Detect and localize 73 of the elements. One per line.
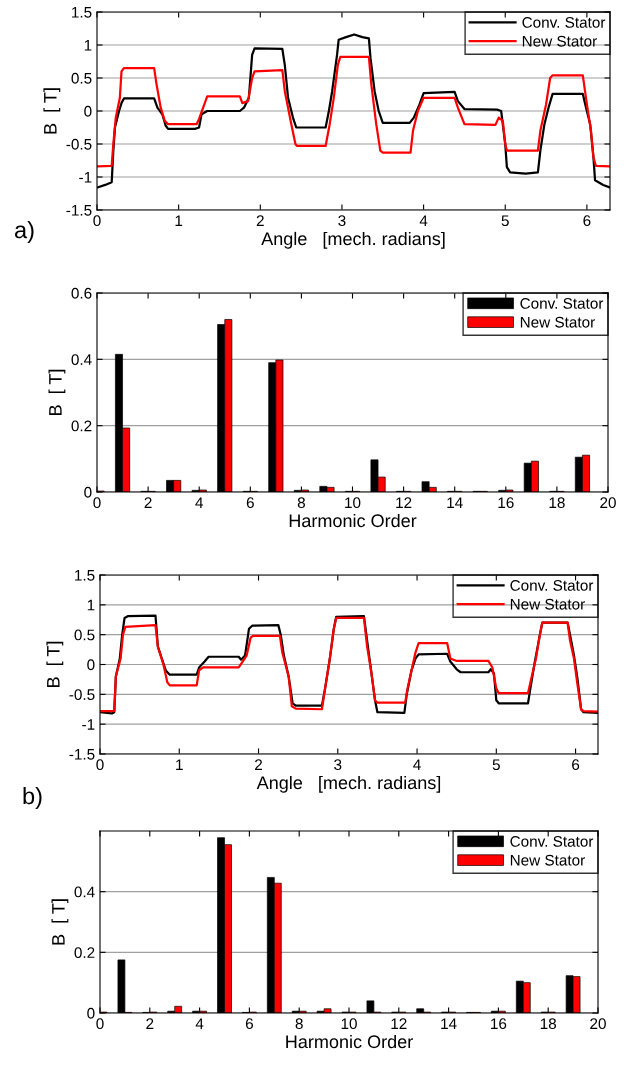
- legend-label: New Stator: [522, 35, 597, 47]
- y-tick-label: 1.5: [75, 570, 95, 581]
- x-tick-label: 4: [195, 497, 203, 508]
- x-tick-label: 3: [334, 759, 342, 771]
- y-tick-label: -0.5: [66, 138, 92, 150]
- x-tick-label: 5: [501, 215, 509, 227]
- x-tick-label: 5: [492, 759, 500, 771]
- x-axis-title: Angle [mech. radians]: [261, 231, 445, 249]
- x-tick-label: 18: [540, 1018, 557, 1030]
- legend-label: Conv. Stator: [510, 835, 594, 847]
- x-tick-label: 1: [176, 759, 183, 770]
- x-tick-label: 14: [447, 497, 463, 508]
- x-tick-label: 2: [146, 1018, 154, 1029]
- legend-label: Conv. Stator: [522, 16, 606, 28]
- y-tick-label: 1.5: [72, 7, 92, 18]
- y-axis-title: B [ T]: [48, 369, 66, 415]
- y-tick-label: 0.4: [74, 886, 95, 898]
- x-tick-label: 16: [498, 497, 514, 509]
- x-tick-label: 4: [195, 1018, 204, 1029]
- y-tick-label: 0: [84, 486, 92, 498]
- y-tick-label: 1: [84, 40, 92, 51]
- x-tick-label: 2: [144, 497, 152, 508]
- y-tick-label: 0.5: [71, 72, 92, 84]
- legend-label: New Stator: [520, 316, 595, 328]
- y-axis-title: B [ T]: [43, 88, 61, 134]
- y-tick-label: 0.5: [74, 629, 95, 641]
- x-tick-label: 2: [255, 759, 262, 770]
- x-tick-label: 10: [345, 497, 361, 509]
- y-tick-label: 1: [87, 599, 95, 611]
- y-axis-title: B [ T]: [51, 899, 69, 945]
- y-tick-label: 0: [87, 1007, 95, 1019]
- x-axis-title: Harmonic Order: [286, 1034, 413, 1049]
- legend-label: New Stator: [510, 598, 585, 610]
- x-tick-label: 12: [391, 1018, 407, 1029]
- y-tick-label: 0.4: [71, 354, 92, 366]
- x-tick-label: 4: [413, 759, 421, 770]
- x-tick-label: 0: [96, 759, 104, 771]
- y-tick-label: 0.2: [71, 420, 92, 432]
- y-tick-label: -1: [79, 172, 92, 183]
- y-tick-label: 0: [87, 659, 95, 671]
- x-tick-label: 6: [246, 497, 254, 509]
- y-axis-title: B [ T]: [46, 641, 64, 687]
- y-tick-label: 0.2: [74, 947, 95, 959]
- x-tick-label: 4: [419, 215, 428, 226]
- x-axis-title: Harmonic Order: [289, 513, 417, 528]
- y-tick-label: -0.5: [69, 689, 95, 701]
- x-tick-label: 20: [600, 497, 616, 509]
- x-tick-label: 14: [441, 1018, 457, 1029]
- text: b): [23, 787, 42, 809]
- y-tick-label: -1.5: [66, 205, 92, 216]
- x-tick-label: 3: [338, 215, 346, 227]
- x-tick-label: 6: [245, 1018, 253, 1030]
- x-tick-label: 8: [297, 497, 305, 509]
- legend-label: Conv. Stator: [520, 297, 604, 309]
- x-tick-label: 20: [590, 1018, 606, 1030]
- y-tick-label: 0: [84, 105, 92, 117]
- legend-label: New Stator: [510, 854, 585, 866]
- y-tick-label: 0.6: [71, 287, 92, 299]
- y-tick-label: -1.5: [69, 749, 95, 760]
- x-tick-label: 16: [491, 1018, 507, 1030]
- x-axis-title: Angle [mech. radians]: [256, 775, 441, 793]
- x-tick-label: 1: [175, 215, 183, 226]
- x-tick-label: 12: [396, 497, 412, 508]
- legend-label: Conv. Stator: [510, 579, 594, 591]
- text: a): [15, 221, 34, 243]
- x-tick-label: 8: [295, 1018, 303, 1030]
- x-tick-label: 10: [341, 1018, 357, 1030]
- x-tick-label: 0: [96, 1018, 104, 1030]
- x-tick-label: 6: [583, 215, 591, 227]
- x-tick-label: 2: [256, 215, 264, 226]
- y-tick-label: -1: [82, 719, 95, 730]
- x-tick-label: 18: [549, 497, 565, 509]
- x-tick-label: 6: [572, 759, 580, 771]
